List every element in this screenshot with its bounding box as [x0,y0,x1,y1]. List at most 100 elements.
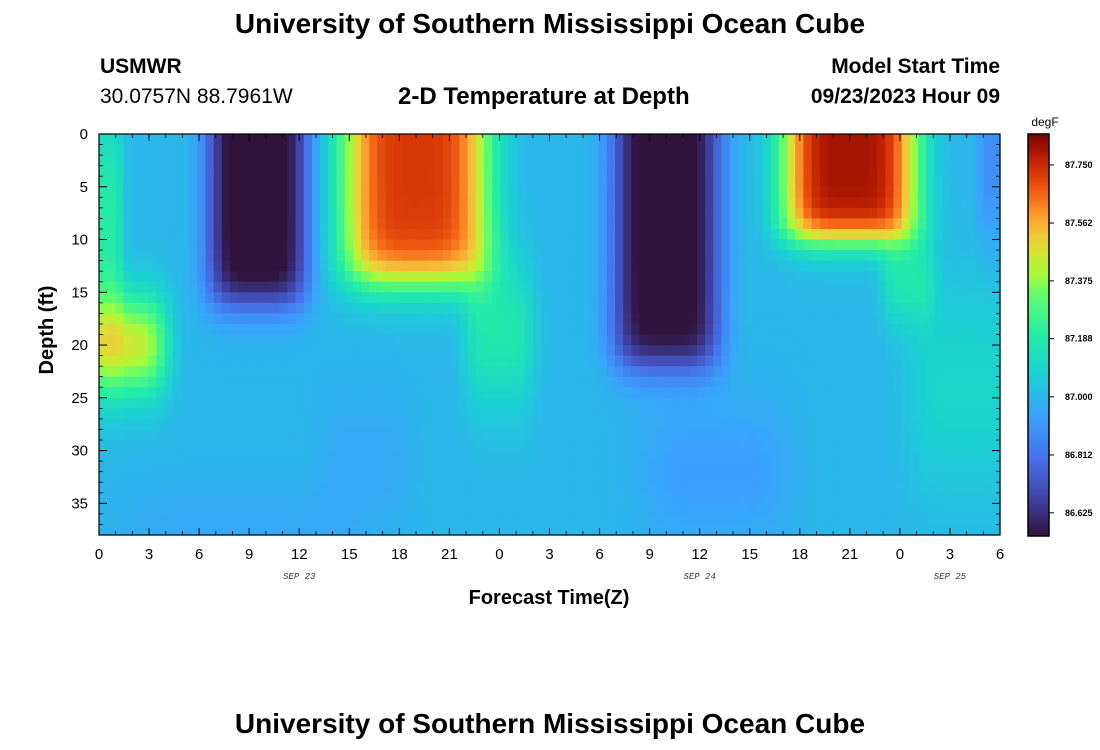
heatmap-cell [221,355,231,367]
heatmap-cell [99,524,108,536]
heatmap-cell [402,260,411,272]
heatmap-cell [230,176,239,188]
heatmap-cell [320,186,329,198]
heatmap-cell [991,313,1001,325]
heatmap-cell [516,228,526,241]
heatmap-cell [852,461,862,473]
heatmap-cell [819,207,829,220]
heatmap-cell [107,302,116,314]
heatmap-cell [705,323,714,336]
heatmap-cell [942,281,952,293]
heatmap-cell [770,239,780,251]
heatmap-cell [762,186,772,198]
heatmap-cell [934,186,944,198]
heatmap-cell [483,250,493,262]
heatmap-cell [164,524,174,536]
heatmap-cell [590,334,600,346]
heatmap-cell [410,250,420,262]
heatmap-cell [156,429,166,441]
heatmap-cell [836,155,845,167]
heatmap-cell [844,345,854,357]
heatmap-cell [311,218,321,230]
heatmap-cell [180,345,190,357]
heatmap-cell [942,397,952,409]
heatmap-cell [508,313,518,325]
heatmap-cell [254,186,264,198]
heatmap-cell [672,408,682,420]
heatmap-cell [418,482,428,494]
heatmap-cell [148,186,157,198]
heatmap-cell [967,408,977,420]
heatmap-cell [598,271,608,283]
heatmap-cell [344,492,354,504]
heatmap-cell [598,492,608,504]
heatmap-cell [762,165,772,177]
heatmap-cell [131,429,141,441]
heatmap-cell [950,218,960,230]
heatmap-cell [836,345,845,357]
heatmap-cell [991,197,1001,209]
heatmap-cell [852,260,862,272]
heatmap-cell [606,313,616,325]
heatmap-cell [123,155,133,167]
heatmap-cell [901,440,911,452]
heatmap-cell [410,155,420,167]
heatmap-cell [639,313,649,325]
heatmap-cell [271,323,280,336]
heatmap-cell [803,323,813,336]
heatmap-cell [754,292,764,304]
heatmap-cell [950,492,960,504]
heatmap-cell [271,155,280,167]
heatmap-cell [254,239,264,251]
heatmap-cell [975,513,985,526]
heatmap-cell [328,197,338,209]
heatmap-cell [795,313,805,325]
heatmap-cell [500,429,510,441]
heatmap-cell [533,503,542,515]
heatmap-cell [115,144,125,156]
heatmap-cell [983,292,993,304]
heatmap-cell [492,281,501,293]
heatmap-cell [655,228,665,241]
heatmap-cell [99,440,108,452]
heatmap-cell [107,207,116,220]
heatmap-cell [311,271,321,283]
heatmap-cell [508,334,518,346]
heatmap-cell [885,492,895,504]
heatmap-cell [918,492,927,504]
heatmap-cell [434,207,444,220]
heatmap-cell [254,197,264,209]
heatmap-cell [950,450,960,462]
heatmap-cell [180,355,190,367]
heatmap-cell [819,387,829,399]
heatmap-cell [918,186,927,198]
heatmap-cell [721,144,731,156]
heatmap-cell [852,408,862,420]
heatmap-cell [868,271,878,283]
heatmap-cell [344,165,354,177]
heatmap-cell [729,228,739,241]
heatmap-cell [410,302,420,314]
heatmap-cell [107,397,116,409]
heatmap-cell [99,260,108,272]
heatmap-cell [303,197,313,209]
heatmap-cell [926,197,936,209]
heatmap-cell [148,366,157,378]
heatmap-cell [803,239,813,251]
heatmap-cell [189,450,198,462]
heatmap-cell [99,471,108,483]
heatmap-cell [975,207,985,220]
heatmap-cell [533,387,542,399]
heatmap-cell [778,408,788,420]
heatmap-cell [598,376,608,388]
heatmap-cell [795,197,805,209]
heatmap-cell [483,281,493,293]
heatmap-cell [279,260,288,272]
heatmap-cell [156,440,166,452]
heatmap-cell [271,313,280,325]
heatmap-cell [533,355,542,367]
heatmap-cell [647,503,657,515]
heatmap-cell [156,197,166,209]
heatmap-cell [811,524,821,536]
heatmap-cell [516,176,526,188]
